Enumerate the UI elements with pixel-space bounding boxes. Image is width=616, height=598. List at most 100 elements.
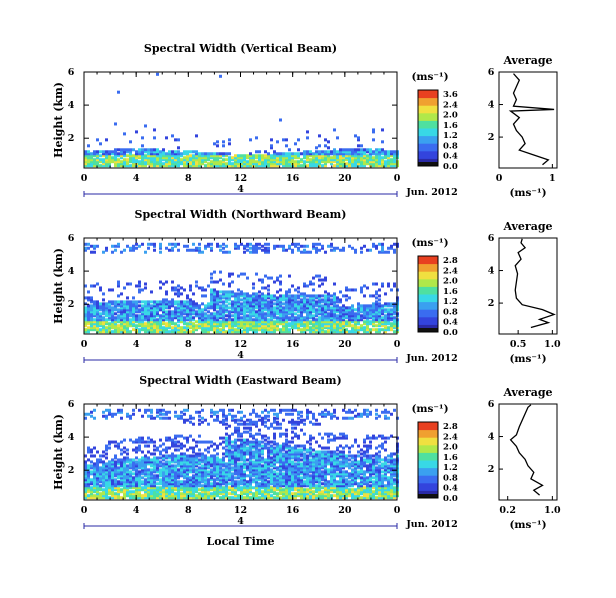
data-cell xyxy=(213,462,216,466)
data-cell xyxy=(87,322,90,326)
data-cell xyxy=(276,472,279,476)
data-cell xyxy=(192,484,195,488)
data-cell xyxy=(381,308,384,312)
data-cell xyxy=(297,484,300,488)
data-cell xyxy=(105,482,108,486)
data-cell xyxy=(144,148,147,152)
data-cell xyxy=(318,274,321,278)
data-cell xyxy=(234,300,237,304)
data-cell xyxy=(324,324,327,328)
data-cell xyxy=(264,326,267,330)
data-cell xyxy=(132,148,135,152)
data-cell xyxy=(366,156,369,160)
data-cell xyxy=(237,314,240,318)
data-cell xyxy=(138,448,141,452)
data-cell xyxy=(180,306,183,310)
data-cell xyxy=(183,492,186,496)
data-cell xyxy=(120,160,123,164)
data-cell xyxy=(99,458,102,462)
data-cell xyxy=(333,310,336,314)
data-cell xyxy=(171,320,174,324)
data-cell xyxy=(159,158,162,162)
data-cell xyxy=(144,318,147,322)
data-cell xyxy=(225,462,228,466)
data-cell xyxy=(384,316,387,320)
data-cell xyxy=(381,148,384,152)
data-cell xyxy=(261,310,264,314)
data-cell xyxy=(147,484,150,488)
data-cell xyxy=(198,460,201,464)
data-cell xyxy=(375,148,378,152)
data-cell xyxy=(153,310,156,314)
data-cell xyxy=(156,320,159,324)
data-cell xyxy=(240,464,243,468)
data-cell xyxy=(267,452,270,456)
data-cell xyxy=(219,442,222,446)
data-cell xyxy=(132,324,135,328)
data-cell xyxy=(270,448,273,452)
data-cell xyxy=(141,150,144,154)
data-cell xyxy=(117,162,120,166)
data-cell xyxy=(252,156,255,160)
data-cell xyxy=(132,244,135,248)
data-cell xyxy=(291,284,294,288)
data-cell xyxy=(189,298,192,302)
data-cell xyxy=(282,494,285,498)
data-cell xyxy=(123,492,126,496)
data-cell xyxy=(216,292,219,296)
data-cell xyxy=(240,422,243,426)
data-cell xyxy=(222,446,225,450)
data-cell xyxy=(117,490,120,494)
data-cell xyxy=(312,306,315,310)
data-cell xyxy=(213,490,216,494)
data-cell xyxy=(114,460,117,464)
data-cell xyxy=(249,160,252,164)
data-cell xyxy=(321,164,324,168)
data-cell xyxy=(192,248,195,252)
heatmap-1 xyxy=(84,242,399,334)
data-cell xyxy=(264,414,267,418)
data-cell xyxy=(96,308,99,312)
data-cell xyxy=(321,314,324,318)
data-cell xyxy=(237,470,240,474)
data-cell xyxy=(309,282,312,286)
data-cell xyxy=(183,164,186,168)
data-cell xyxy=(288,450,291,454)
data-cell xyxy=(144,458,147,462)
data-cell xyxy=(270,470,273,474)
data-cell xyxy=(117,486,120,490)
data-cell xyxy=(183,470,186,474)
data-cell xyxy=(201,452,204,456)
data-cell xyxy=(264,490,267,494)
average-x-tick-label: 1 xyxy=(549,173,556,184)
data-cell xyxy=(141,136,144,140)
data-cell xyxy=(330,248,333,252)
data-cell xyxy=(363,160,366,164)
data-cell xyxy=(162,330,165,334)
data-cell xyxy=(228,458,231,462)
data-cell xyxy=(324,162,327,166)
data-cell xyxy=(222,246,225,250)
data-cell xyxy=(231,462,234,466)
data-cell xyxy=(297,480,300,484)
data-cell xyxy=(324,290,327,294)
data-cell xyxy=(210,276,213,280)
data-cell xyxy=(129,312,132,316)
data-cell xyxy=(192,450,195,454)
data-cell xyxy=(201,310,204,314)
data-cell xyxy=(201,496,204,500)
colorbar-frame xyxy=(417,89,439,167)
data-cell xyxy=(258,290,261,294)
data-cell xyxy=(174,454,177,458)
data-cell xyxy=(270,490,273,494)
data-cell xyxy=(138,282,141,286)
data-cell xyxy=(393,162,396,166)
data-cell xyxy=(273,314,276,318)
data-cell xyxy=(252,468,255,472)
data-cell xyxy=(87,154,90,158)
data-cell xyxy=(237,274,240,278)
data-cell xyxy=(285,304,288,308)
data-cell xyxy=(114,474,117,478)
data-cell xyxy=(279,460,282,464)
data-cell xyxy=(366,320,369,324)
